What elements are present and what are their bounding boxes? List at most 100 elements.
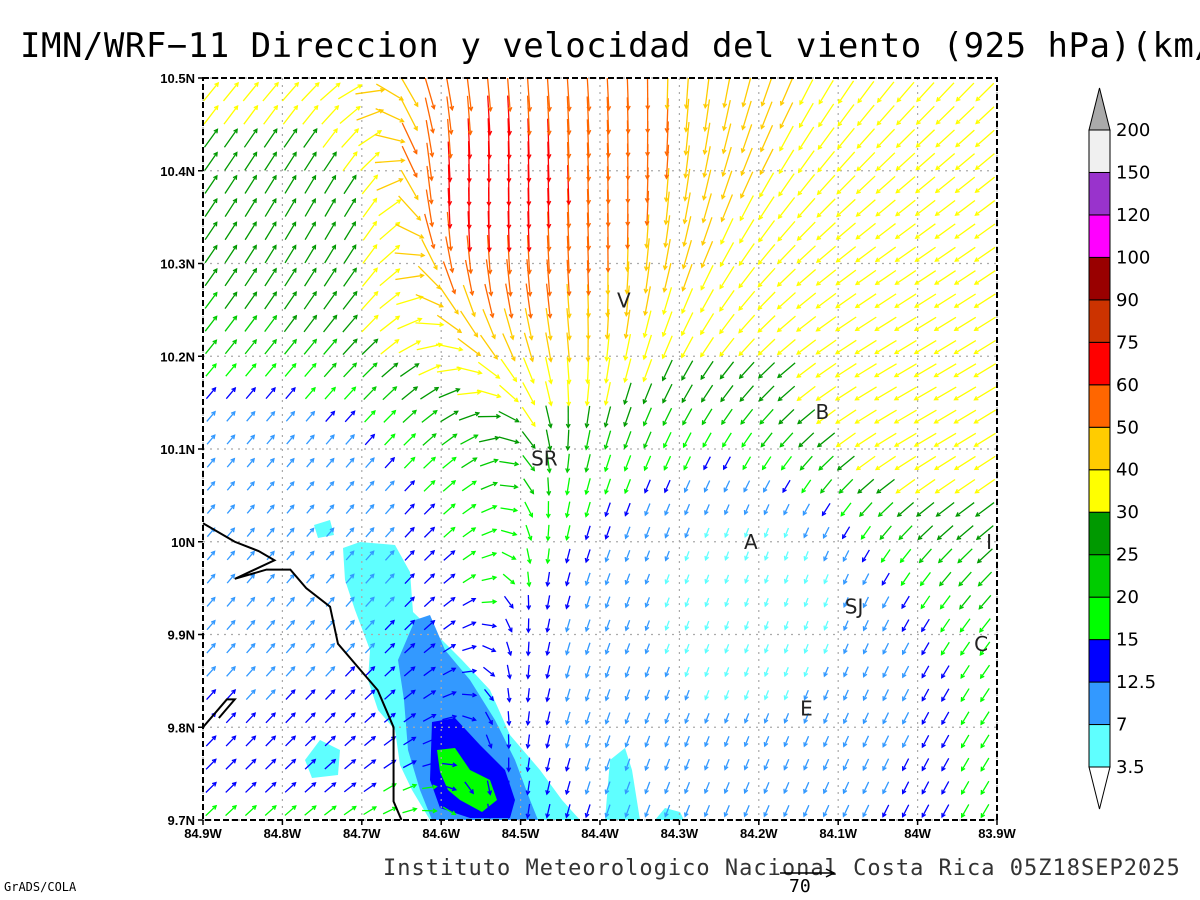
- wind-vector: [681, 263, 693, 292]
- wind-vector: [738, 290, 756, 311]
- wind-vector: [682, 408, 693, 426]
- wind-vector: [855, 199, 876, 217]
- wind-vector: [682, 192, 691, 225]
- wind-vector: [779, 78, 793, 107]
- wind-vector: [365, 550, 375, 561]
- wind-vector: [796, 339, 817, 355]
- wind-vector: [914, 270, 937, 285]
- wind-vector: [842, 735, 850, 748]
- colorbar-swatch: [1088, 129, 1111, 173]
- wind-vector: [764, 551, 769, 561]
- wind-vector: [584, 430, 591, 451]
- wind-vector: [901, 619, 910, 633]
- wind-vector: [960, 664, 970, 680]
- wind-vector: [876, 105, 895, 126]
- wind-vector: [403, 666, 416, 677]
- lat-tick-label: 10N: [171, 535, 195, 550]
- wind-vector: [506, 757, 512, 773]
- wind-vector: [941, 781, 950, 795]
- lon-tick-label: 84W: [904, 826, 931, 841]
- wind-vector: [921, 642, 930, 656]
- wind-vector: [902, 735, 910, 749]
- wind-vector: [623, 406, 632, 428]
- wind-vector: [914, 455, 937, 471]
- wind-vector: [301, 81, 320, 102]
- wind-vector: [719, 313, 735, 335]
- wind-vector: [481, 599, 498, 605]
- wind-vector: [481, 551, 498, 559]
- wind-vector: [264, 244, 277, 264]
- wind-vector: [324, 244, 337, 264]
- wind-vector: [305, 434, 315, 445]
- wind-vector: [462, 574, 477, 584]
- wind-vector: [796, 292, 817, 310]
- wind-vector: [606, 96, 612, 135]
- wind-vector: [704, 597, 710, 608]
- wind-vector: [286, 434, 295, 445]
- wind-vector: [447, 141, 453, 183]
- wind-vector: [486, 78, 493, 113]
- wind-vector: [644, 712, 651, 725]
- wind-vector: [486, 757, 493, 773]
- wind-vector: [939, 595, 951, 610]
- wind-vector: [285, 712, 296, 724]
- wind-vector: [758, 220, 776, 243]
- wind-vector: [823, 666, 829, 678]
- wind-vector: [783, 736, 790, 748]
- wind-vector: [953, 293, 976, 308]
- wind-vector: [624, 689, 631, 702]
- wind-vector: [683, 145, 690, 179]
- wind-vector: [507, 95, 512, 137]
- wind-vector: [442, 806, 457, 816]
- wind-vector: [564, 548, 571, 564]
- wind-vector: [245, 387, 256, 400]
- wind-vector: [584, 804, 591, 819]
- wind-vector: [684, 758, 690, 771]
- wind-vector: [882, 758, 890, 772]
- wind-vector: [486, 234, 493, 275]
- wind-vector: [953, 316, 977, 332]
- wind-vector: [465, 804, 474, 819]
- wind-vector: [704, 504, 710, 516]
- wind-vector: [834, 316, 857, 332]
- wind-vector: [882, 619, 890, 632]
- wind-vector: [894, 293, 917, 308]
- wind-vector: [954, 153, 975, 171]
- wind-vector: [901, 642, 910, 656]
- wind-vector: [623, 382, 632, 406]
- wind-vector: [358, 130, 383, 147]
- wind-vector: [324, 758, 337, 770]
- wind-vector: [823, 689, 829, 701]
- wind-vector: [321, 104, 340, 125]
- wind-vector: [933, 455, 957, 471]
- wind-vector: [525, 283, 533, 319]
- wind-vector: [398, 195, 422, 221]
- wind-vector: [700, 337, 715, 358]
- wind-vector: [960, 641, 971, 656]
- wind-vector: [461, 480, 477, 492]
- wind-vector: [323, 267, 337, 287]
- wind-vector: [325, 410, 336, 422]
- wind-vector: [624, 666, 631, 678]
- wind-vector: [484, 688, 494, 702]
- wind-vector: [246, 642, 256, 654]
- wind-vector: [461, 457, 478, 469]
- wind-vector: [584, 501, 591, 518]
- wind-vector: [324, 221, 336, 241]
- wind-vector: [953, 386, 977, 401]
- wind-vector: [203, 105, 219, 125]
- wind-vector: [664, 574, 670, 585]
- wind-vector: [856, 104, 875, 127]
- wind-vector: [467, 211, 473, 253]
- wind-vector: [361, 267, 378, 287]
- wind-vector: [584, 688, 591, 702]
- wind-vector: [224, 221, 238, 241]
- wind-vector: [206, 665, 217, 677]
- wind-vector: [701, 408, 713, 426]
- wind-vector: [643, 262, 651, 294]
- wind-vector: [941, 711, 950, 726]
- wind-vector: [797, 409, 816, 425]
- coastline-island: [202, 698, 237, 728]
- wind-vector: [343, 782, 357, 793]
- wind-vector: [395, 273, 425, 281]
